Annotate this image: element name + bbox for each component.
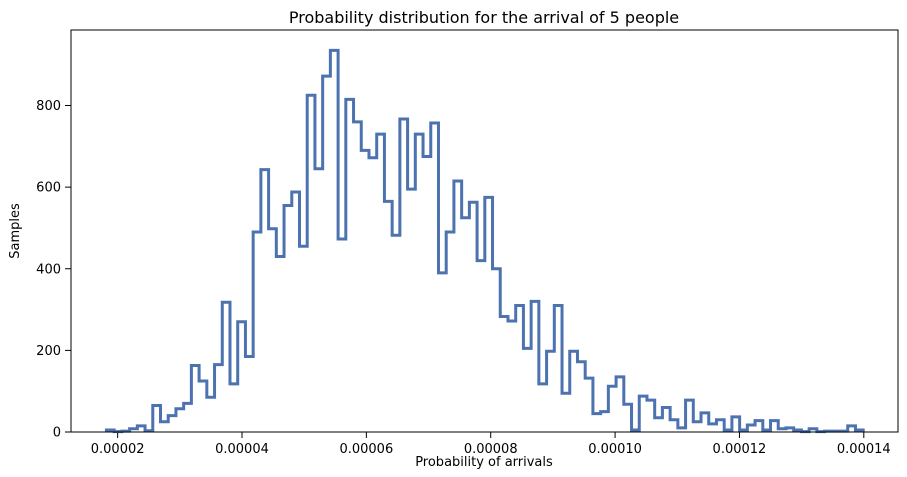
- histogram-series-line: [104, 48, 865, 434]
- chart-title: Probability distribution for the arrival…: [289, 8, 679, 27]
- y-tick-label: 400: [36, 262, 61, 277]
- x-tick-label: 0.00004: [215, 442, 269, 457]
- y-tick-label: 200: [36, 344, 61, 359]
- plot-frame: [70, 29, 899, 433]
- x-axis-label: Probability of arrivals: [415, 455, 553, 470]
- y-tick-label: 600: [36, 181, 61, 196]
- y-tick-label: 0: [53, 426, 61, 441]
- x-tick-label: 0.00014: [837, 442, 891, 457]
- x-tick-label: 0.00010: [588, 442, 642, 457]
- y-tick-label: 800: [36, 99, 61, 114]
- x-tick-label: 0.00006: [339, 442, 393, 457]
- x-tick-label: 0.00008: [464, 442, 518, 457]
- x-tick-label: 0.00002: [91, 442, 145, 457]
- y-axis-ticks: 0 200 400 600 800: [36, 99, 71, 441]
- y-axis-label: Samples: [8, 203, 23, 259]
- x-axis-ticks: 0.00002 0.00004 0.00006 0.00008 0.00010 0.000…: [91, 432, 891, 457]
- x-tick-label: 0.00012: [713, 442, 767, 457]
